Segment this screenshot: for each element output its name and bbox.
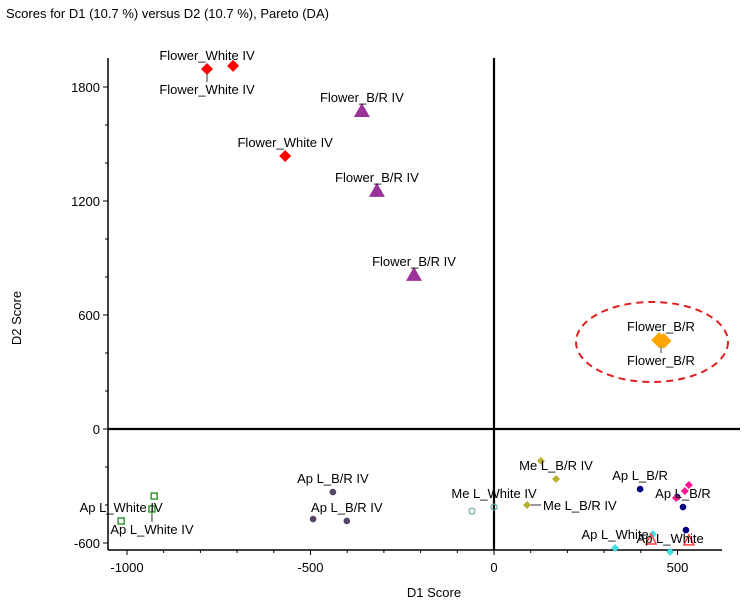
chart-title: Scores for D1 (10.7 %) versus D2 (10.7 %… xyxy=(6,6,329,21)
diamond-marker xyxy=(611,543,620,552)
diamond-marker xyxy=(666,547,675,556)
point-label: Me L_B/R IV xyxy=(519,458,593,473)
point-label: Ap L_White xyxy=(637,531,704,546)
point-label: Me L_B/R IV xyxy=(543,498,617,513)
square-marker xyxy=(148,505,156,513)
triangle-marker xyxy=(405,266,422,281)
diamond-marker xyxy=(536,456,545,465)
y-tick-label: 1200 xyxy=(71,194,100,209)
circle-marker xyxy=(490,503,498,511)
diamond-marker xyxy=(201,62,214,75)
triangle-marker xyxy=(368,182,385,197)
diamond-marker xyxy=(279,149,292,162)
point-label: Ap L_B/R xyxy=(655,486,711,501)
data-points xyxy=(117,59,696,556)
x-tick-label: 500 xyxy=(667,560,689,575)
point-label: Ap L_B/R IV xyxy=(297,471,369,486)
point-label: Flower_B/R IV xyxy=(320,90,404,105)
point-label: Ap L_B/R IV xyxy=(311,500,383,515)
x-tick-label: -1000 xyxy=(110,560,143,575)
x-tick-label: 0 xyxy=(490,560,497,575)
circle-marker xyxy=(679,503,687,511)
x-axis-label: D1 Score xyxy=(407,585,461,600)
square-marker xyxy=(117,517,125,525)
point-label: Ap L_White IV xyxy=(110,522,193,537)
point-label: Me L_White IV xyxy=(451,486,537,501)
circle-marker xyxy=(343,517,351,525)
circle-marker xyxy=(682,526,690,534)
leader-lines xyxy=(151,68,662,522)
point-label: Flower_White IV xyxy=(159,48,255,63)
triangle-marker xyxy=(682,533,696,546)
point-label: Ap L_B/R xyxy=(612,468,668,483)
diamond-marker xyxy=(672,493,681,502)
point-labels: Flower_White IV Flower_White IV Flower_Whi… xyxy=(80,48,711,546)
y-tick-label: 1800 xyxy=(71,80,100,95)
diamond-marker xyxy=(227,59,240,72)
diamond-marker xyxy=(684,481,693,490)
diamond-marker xyxy=(523,501,532,509)
point-label: Flower_White IV xyxy=(159,82,255,97)
triangle-marker xyxy=(644,532,658,545)
triangle-marker xyxy=(353,102,370,117)
point-label: Flower_B/R IV xyxy=(335,170,419,185)
diamond-marker xyxy=(552,474,561,483)
circle-marker xyxy=(636,485,644,493)
highlight-ellipse-layer xyxy=(575,301,729,383)
point-label: Flower_B/R xyxy=(627,319,695,334)
axes: -1000 -500 0 500 -600 0 600 1200 1800 xyxy=(71,58,740,575)
y-axis-label: D2 Score xyxy=(9,291,24,345)
diamond-marker xyxy=(655,332,672,349)
highlight-ellipse xyxy=(575,301,729,383)
point-label: Flower_B/R IV xyxy=(372,254,456,269)
circle-marker xyxy=(309,515,317,523)
y-tick-label: -600 xyxy=(74,536,100,551)
square-marker xyxy=(150,492,158,500)
point-label: Flower_White IV xyxy=(237,135,333,150)
diamond-marker xyxy=(648,530,657,539)
y-tick-label: 600 xyxy=(78,308,100,323)
diamond-marker xyxy=(680,486,689,495)
point-label: Ap L_White IV xyxy=(80,500,163,515)
point-label: Flower_B/R xyxy=(627,353,695,368)
circle-marker xyxy=(329,488,337,496)
point-label: Ap L_White xyxy=(582,527,649,542)
x-tick-label: -500 xyxy=(297,560,323,575)
circle-marker xyxy=(468,507,476,515)
y-tick-label: 0 xyxy=(93,422,100,437)
